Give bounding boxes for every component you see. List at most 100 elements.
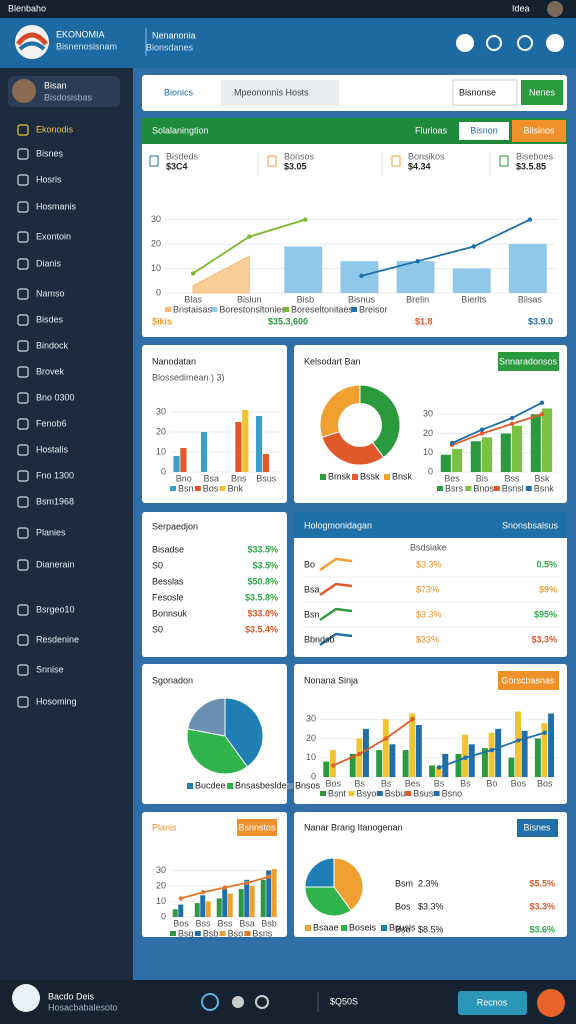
button[interactable] bbox=[237, 819, 277, 836]
x-tick-label: Bierlts bbox=[461, 294, 487, 304]
button[interactable] bbox=[498, 671, 559, 690]
dropdown[interactable] bbox=[452, 79, 518, 106]
row-icon bbox=[319, 582, 353, 597]
button[interactable] bbox=[512, 120, 566, 142]
legend-swatch bbox=[348, 791, 355, 796]
nav-icon bbox=[17, 392, 29, 404]
nav-item[interactable]: Bisnes bbox=[36, 148, 64, 158]
button[interactable] bbox=[498, 352, 559, 371]
user-card[interactable] bbox=[8, 76, 120, 107]
icon-button[interactable] bbox=[486, 35, 502, 51]
footer-button[interactable] bbox=[458, 991, 527, 1015]
row-label: Bbndsb bbox=[304, 634, 335, 644]
button[interactable] bbox=[517, 819, 558, 837]
nav-item[interactable]: Ekonodis bbox=[36, 124, 74, 134]
y-tick-label: 10 bbox=[156, 896, 166, 906]
button-label[interactable]: Bilsinos bbox=[523, 125, 555, 135]
nav-item[interactable]: Bno 0300 bbox=[36, 392, 75, 402]
tab-label[interactable]: Mpeononnis Hosts bbox=[234, 87, 309, 97]
bar bbox=[249, 886, 255, 917]
bar bbox=[435, 767, 442, 777]
sidebar bbox=[0, 68, 133, 980]
legend-swatch bbox=[170, 486, 176, 491]
kpi-label: Biseboes bbox=[516, 151, 554, 161]
kpi-icon bbox=[391, 155, 401, 167]
y-tick-label: 0 bbox=[156, 287, 161, 297]
y-tick-label: 20 bbox=[306, 733, 316, 743]
legend-swatch bbox=[283, 307, 289, 312]
icon-button[interactable] bbox=[456, 34, 474, 52]
footer-icon[interactable] bbox=[201, 993, 219, 1011]
nav-item[interactable]: Bisdes bbox=[36, 314, 64, 324]
button-label[interactable]: Nenes bbox=[529, 87, 556, 97]
brand: EKONOMIA bbox=[56, 29, 105, 39]
nav-icon bbox=[17, 340, 29, 352]
button-label[interactable]: Recnos bbox=[477, 997, 508, 1007]
nav-item[interactable]: Resdenine bbox=[36, 634, 79, 644]
nav-icon bbox=[17, 527, 29, 539]
row-value: $50.8% bbox=[247, 576, 278, 586]
button-label[interactable]: Flurioas bbox=[415, 125, 448, 135]
dropdown-label[interactable]: Bisnonse bbox=[459, 87, 496, 97]
nav-item[interactable]: Bsrgeo10 bbox=[36, 604, 75, 614]
nav-item[interactable]: Hosmanis bbox=[36, 201, 77, 211]
nav-item[interactable]: Snnise bbox=[36, 664, 64, 674]
nav-item[interactable]: Bsm1968 bbox=[36, 496, 74, 506]
nav-icon bbox=[17, 258, 29, 270]
summary-value: $ikis bbox=[152, 316, 172, 326]
footer-icon[interactable] bbox=[255, 995, 269, 1009]
nav-item[interactable]: Bindock bbox=[36, 340, 69, 350]
bar bbox=[482, 437, 493, 472]
x-tick-label: Bsb bbox=[261, 918, 277, 928]
nav-item[interactable]: Fenob6 bbox=[36, 418, 67, 428]
legend-swatch bbox=[219, 486, 226, 491]
nav-item[interactable]: Namso bbox=[36, 288, 65, 298]
button-label[interactable]: Bisnon bbox=[470, 125, 498, 135]
tab-label[interactable]: Bionics bbox=[164, 87, 194, 97]
fab[interactable] bbox=[537, 989, 565, 1017]
line bbox=[332, 718, 414, 767]
button-label[interactable]: Snnaradonsos bbox=[499, 356, 558, 366]
nav-item[interactable]: Fno 1300 bbox=[36, 470, 74, 480]
line-point bbox=[178, 896, 184, 901]
bar bbox=[530, 414, 541, 472]
footer-name: Bacdo Deis bbox=[48, 991, 95, 1001]
legend-swatch bbox=[351, 307, 357, 312]
line-point bbox=[539, 400, 545, 405]
y-tick-label: 0 bbox=[311, 771, 316, 781]
y-tick-label: 20 bbox=[156, 880, 166, 890]
legend-label: Bsb bbox=[203, 928, 219, 938]
line-point bbox=[359, 273, 364, 279]
nav-item[interactable]: Brovek bbox=[36, 366, 65, 376]
row-value: $3.5.8% bbox=[245, 592, 278, 602]
legend-label: Bsusis bbox=[389, 922, 416, 932]
button-label[interactable]: Bisnes bbox=[523, 822, 551, 832]
button-label[interactable]: Gorscbasnas bbox=[501, 675, 555, 685]
button[interactable] bbox=[521, 80, 563, 105]
line bbox=[451, 401, 543, 444]
nav-item[interactable]: Hosoming bbox=[36, 696, 77, 706]
panel-title: Hologmonidagan bbox=[304, 520, 372, 530]
footer-icon[interactable] bbox=[232, 996, 244, 1008]
user-name: Bisan bbox=[44, 80, 67, 90]
nav-item[interactable]: Planies bbox=[36, 527, 66, 537]
button-label[interactable]: Bsnnstos bbox=[238, 822, 276, 832]
nav-item[interactable]: Exontoin bbox=[36, 231, 71, 241]
legend-swatch bbox=[384, 474, 390, 480]
footer-code: $Q50S bbox=[330, 996, 358, 1006]
nav-item[interactable]: Hosris bbox=[36, 174, 62, 184]
line-point bbox=[200, 890, 206, 895]
legend-swatch bbox=[320, 791, 326, 796]
icon-button[interactable] bbox=[546, 34, 564, 52]
nav-item[interactable]: Dianerain bbox=[36, 559, 75, 569]
nav-item[interactable]: Hostalis bbox=[36, 444, 69, 454]
tab[interactable] bbox=[221, 80, 339, 105]
bar bbox=[238, 889, 244, 917]
button[interactable] bbox=[459, 122, 509, 140]
row-value: $33% bbox=[416, 634, 439, 644]
button-label[interactable]: Snonsbsalsus bbox=[502, 520, 559, 530]
icon-button[interactable] bbox=[517, 35, 533, 51]
nav-item[interactable]: Dianis bbox=[36, 258, 62, 268]
y-tick-label: 20 bbox=[151, 238, 161, 248]
bar bbox=[349, 753, 356, 777]
